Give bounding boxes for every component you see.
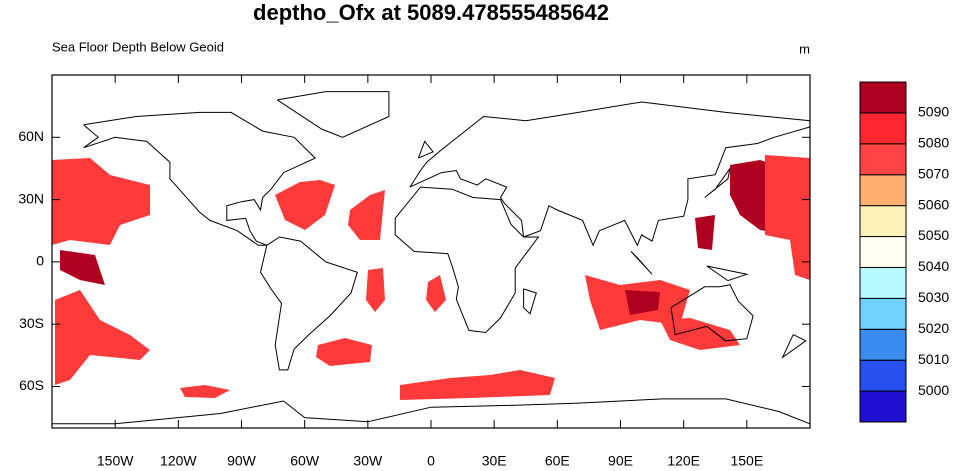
x-tick-label: 60W bbox=[290, 453, 320, 466]
colorbar-box bbox=[859, 297, 907, 330]
colorbar-label: 5060 bbox=[918, 196, 949, 212]
right-string: m bbox=[799, 41, 810, 56]
coastline bbox=[83, 111, 317, 246]
x-tick-label: 0 bbox=[427, 453, 435, 466]
left-string: Sea Floor Depth Below Geoid bbox=[52, 39, 224, 54]
colorbar-box bbox=[859, 390, 907, 423]
colorbar-box bbox=[859, 359, 907, 392]
coastlines bbox=[52, 91, 811, 425]
coastline bbox=[706, 265, 749, 282]
x-tick-label: 150W bbox=[97, 453, 134, 466]
colorbar-box bbox=[859, 81, 907, 114]
x-tick-label: 30W bbox=[353, 453, 383, 466]
x-tick-label: 120E bbox=[667, 453, 700, 466]
x-tick-label: 90E bbox=[608, 453, 633, 466]
colorbar-box bbox=[859, 174, 907, 207]
colorbar-label: 5020 bbox=[918, 320, 949, 336]
colorbar-label: 5070 bbox=[918, 165, 949, 181]
y-tick-label: 60N bbox=[18, 128, 44, 144]
coastline bbox=[670, 284, 754, 342]
coastline bbox=[277, 91, 390, 138]
coastline bbox=[781, 334, 807, 359]
colorbar-label: 5000 bbox=[918, 382, 949, 398]
x-tick-label: 150E bbox=[730, 453, 763, 466]
y-tick-label: 30S bbox=[19, 315, 44, 331]
colorbar-label: 5010 bbox=[918, 351, 949, 367]
colorbar-label: 5090 bbox=[918, 104, 949, 120]
colorbar-box bbox=[859, 328, 907, 361]
colorbar-label: 5080 bbox=[918, 135, 949, 151]
coastline bbox=[417, 140, 434, 159]
title: deptho_Ofx at 5089.478555485642 bbox=[253, 0, 609, 25]
data-field bbox=[52, 155, 810, 400]
colorbar-box bbox=[859, 266, 907, 299]
colorbar-label: 5030 bbox=[918, 289, 949, 305]
x-tick-label: 30E bbox=[482, 453, 507, 466]
colorbar-box bbox=[859, 112, 907, 145]
colorbar-box bbox=[859, 236, 907, 268]
y-tick-label: 0 bbox=[36, 253, 44, 269]
x-tick-label: 60E bbox=[545, 453, 570, 466]
colorbar: 5000 5010 5020 5030 5040 5050 5060 5070 5080 5090 bbox=[859, 81, 949, 423]
x-tick-label: 90W bbox=[227, 453, 257, 466]
coastline bbox=[523, 288, 537, 315]
colorbar-box bbox=[859, 205, 907, 238]
y-tick-label: 60S bbox=[19, 377, 44, 393]
coastline bbox=[394, 101, 811, 334]
coastline bbox=[630, 251, 653, 275]
y-tick-label: 30N bbox=[18, 190, 44, 206]
coastline bbox=[259, 236, 358, 371]
coastline bbox=[704, 168, 731, 198]
colorbar-label: 5050 bbox=[918, 227, 949, 243]
map-frame bbox=[51, 74, 811, 429]
coastline bbox=[52, 398, 811, 425]
colorbar-box bbox=[859, 143, 907, 176]
x-tick-label: 120W bbox=[160, 453, 197, 466]
colorbar-label: 5040 bbox=[918, 258, 949, 274]
